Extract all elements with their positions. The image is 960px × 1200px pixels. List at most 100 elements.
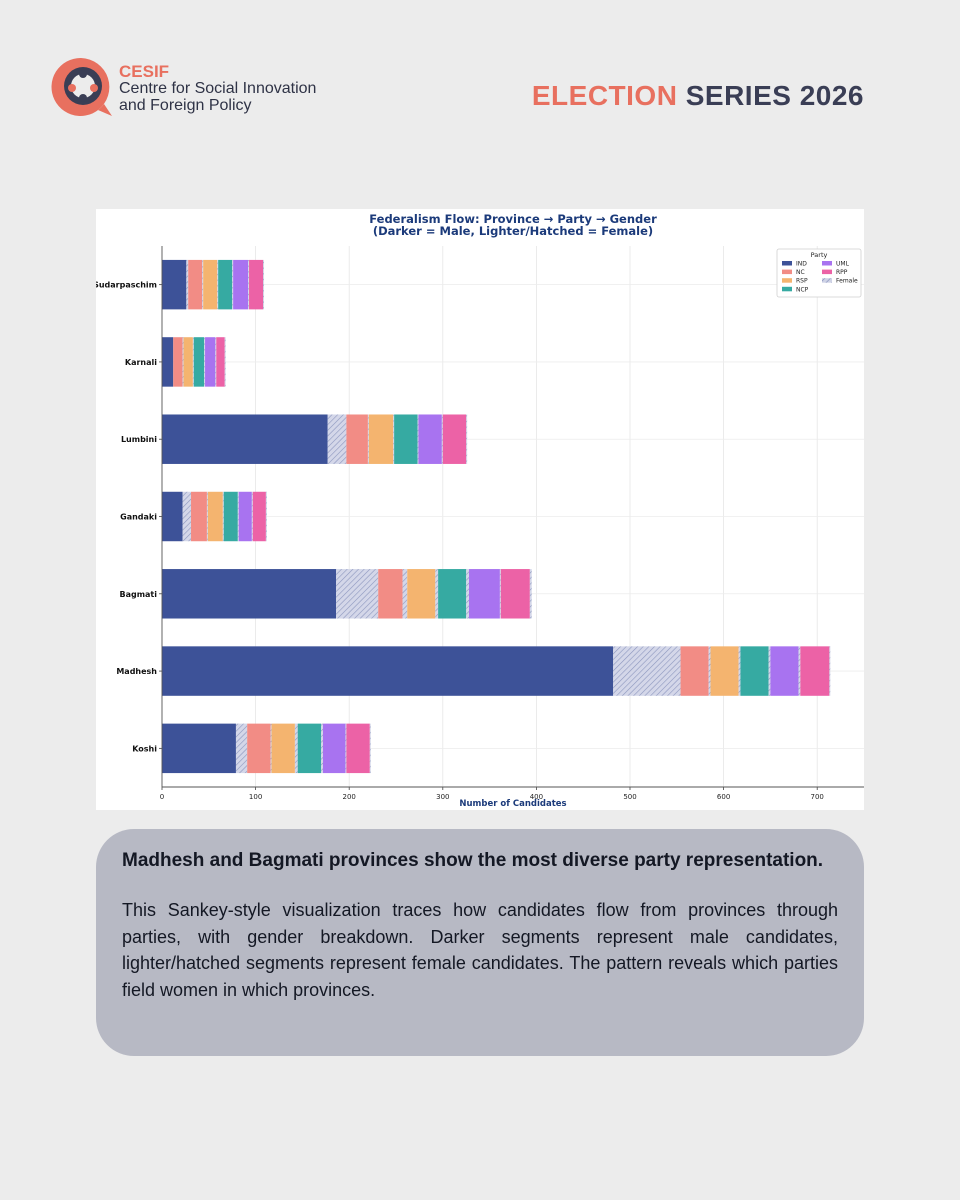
bar-madhesh-ind-male — [162, 646, 614, 696]
chart-svg: 0 100 200 300 400 500 600 700 Koshi Madhesh Bagmat… — [96, 212, 864, 809]
bar-gandaki-rsp-male — [207, 491, 223, 542]
bar-bagmati-nc-male — [378, 569, 403, 619]
bar-sudarpaschim-rpp-female — [263, 259, 265, 310]
x-tick-label-100: 100 — [249, 793, 262, 801]
bar-madhesh-rsp-female — [738, 646, 741, 696]
bar-koshi-ind-female — [235, 723, 248, 774]
bar-lumbini-nc-female — [367, 414, 369, 464]
bar-sudarpaschim-ind-male — [162, 259, 187, 310]
legend-swatch-ind — [782, 261, 792, 266]
legend-label-rpp: RPP — [836, 269, 848, 276]
bar-gandaki-nc-male — [191, 491, 207, 542]
legend-label-ncp: NCP — [796, 286, 809, 293]
legend-box — [776, 248, 862, 298]
bar-lumbini-ind-female — [327, 414, 347, 464]
bar-sudarpaschim-rsp-male — [203, 259, 218, 310]
bar-madhesh-ncp-female — [768, 646, 771, 696]
legend-swatch-rpp — [822, 269, 832, 275]
x-tick-label-400: 400 — [530, 793, 543, 801]
bar-gandaki-ncp-female — [237, 491, 239, 542]
bar-karnali-rsp-male — [183, 337, 193, 387]
bar-gandaki-nc-female — [206, 491, 208, 542]
y-tick-label-sudarpaschim: Sudarpaschim — [96, 281, 157, 290]
bar-karnali-uml-female — [215, 337, 217, 387]
bar-gandaki-ind-male — [162, 491, 183, 542]
bar-bagmati-rpp-male — [500, 569, 530, 619]
bar-madhesh-rpp-male — [800, 646, 830, 696]
legend-label-ind: IND — [796, 261, 807, 268]
bar-lumbini-rsp-male — [368, 414, 394, 464]
bar-bagmati-rpp-female — [529, 569, 532, 619]
bar-bagmati-nc-female — [402, 569, 408, 619]
legend-swatch-uml — [822, 261, 832, 266]
legend-title: Party — [811, 251, 828, 259]
bar-gandaki-uml-female — [251, 491, 253, 542]
bar-bagmati-rsp-male — [407, 569, 436, 619]
brand-acronym: CESIF — [119, 62, 170, 81]
bar-sudarpaschim-uml-male — [233, 259, 249, 310]
description-box: Madhesh and Bagmati provinces show the m… — [96, 829, 864, 1056]
bar-sudarpaschim-rsp-female — [217, 259, 219, 310]
bar-madhesh-nc-female — [708, 646, 711, 696]
bar-koshi-rsp-female — [294, 723, 298, 774]
bar-madhesh-ind-female — [613, 646, 681, 696]
bar-sudarpaschim-ind-female — [186, 259, 189, 310]
bar-lumbini-nc-male — [346, 414, 368, 464]
bar-madhesh-ncp-male — [740, 646, 769, 696]
legend-swatch-nc — [782, 269, 792, 275]
bar-madhesh-rpp-female — [829, 646, 831, 696]
bar-gandaki-uml-male — [238, 491, 252, 542]
x-tick-label-300: 300 — [436, 793, 449, 801]
brand-block: CESIF Centre for Social Innovation and F… — [119, 63, 316, 114]
bar-karnali-nc-female — [182, 337, 184, 387]
bar-koshi-nc-female — [270, 723, 272, 774]
bar-sudarpaschim-nc-female — [202, 259, 204, 310]
bar-bagmati-uml-male — [469, 569, 500, 619]
description-headline: Madhesh and Bagmati provinces show the m… — [122, 850, 824, 871]
brand-name-line1: Centre for Social Innovation — [119, 80, 317, 97]
description-body: This Sankey-style visualization traces h… — [122, 900, 838, 1000]
chart-card: 0 100 200 300 400 500 600 700 Koshi Madhesh Bagmat… — [96, 209, 864, 810]
bar-lumbini-uml-male — [418, 414, 442, 464]
bar-bagmati-uml-female — [499, 569, 501, 619]
bar-karnali-rpp-female — [224, 337, 226, 387]
bar-gandaki-rsp-female — [222, 491, 224, 542]
x-tick-label-0: 0 — [160, 793, 164, 801]
bar-koshi-rsp-male — [271, 723, 295, 774]
y-tick-label-gandaki: Gandaki — [120, 513, 157, 522]
bar-sudarpaschim-ncp-male — [218, 259, 233, 310]
bar-lumbini-ncp-female — [417, 414, 419, 464]
legend-swatch-rsp — [782, 278, 792, 283]
bar-madhesh-rsp-male — [710, 646, 739, 696]
y-tick-label-karnali: Karnali — [125, 358, 157, 367]
bar-koshi-uml-female — [345, 723, 347, 774]
bar-bagmati-ind-female — [336, 569, 379, 619]
bar-lumbini-ind-male — [162, 414, 328, 464]
bar-gandaki-rpp-male — [252, 491, 266, 542]
bar-sudarpaschim-nc-male — [188, 259, 203, 310]
bar-sudarpaschim-rpp-male — [249, 259, 264, 310]
bar-koshi-rpp-male — [346, 723, 370, 774]
x-tick-label-200: 200 — [343, 793, 356, 801]
bar-karnali-nc-male — [173, 337, 183, 387]
legend-swatch-female — [822, 278, 832, 283]
bar-madhesh-uml-male — [770, 646, 799, 696]
legend-label-nc: NC — [796, 269, 805, 276]
cesif-logo — [46, 52, 116, 122]
x-tick-label-500: 500 — [623, 793, 636, 801]
bar-karnali-uml-male — [205, 337, 216, 387]
bar-koshi-uml-male — [322, 723, 346, 774]
bar-bagmati-rsp-female — [435, 569, 439, 619]
bar-karnali-rpp-male — [216, 337, 225, 387]
bar-lumbini-rpp-female — [466, 414, 468, 464]
bar-madhesh-nc-male — [680, 646, 709, 696]
legend-swatch-ncp — [782, 286, 792, 292]
legend-label-rsp: RSP — [796, 278, 808, 285]
bar-lumbini-rpp-male — [442, 414, 467, 464]
bar-sudarpaschim-ncp-female — [232, 259, 234, 310]
y-tick-label-koshi: Koshi — [132, 744, 157, 753]
x-tick-label-700: 700 — [811, 793, 824, 801]
series-accent-word: ELECTION — [531, 80, 678, 111]
bar-sudarpaschim-uml-female — [248, 259, 250, 310]
bar-bagmati-ind-male — [162, 569, 337, 619]
